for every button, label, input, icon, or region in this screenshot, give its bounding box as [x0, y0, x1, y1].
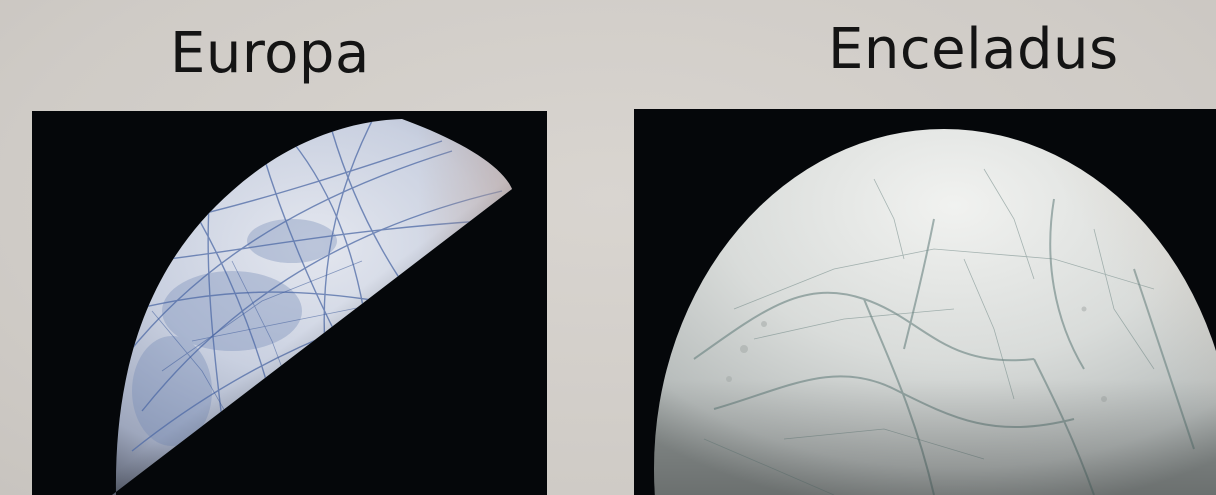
europa-moon-illustration: [32, 111, 547, 495]
europa-photo: [32, 111, 547, 495]
enceladus-moon-illustration: [634, 109, 1216, 495]
enceladus-title: Enceladus: [828, 17, 1119, 82]
enceladus-photo: [634, 109, 1216, 495]
europa-title: Europa: [170, 21, 370, 86]
